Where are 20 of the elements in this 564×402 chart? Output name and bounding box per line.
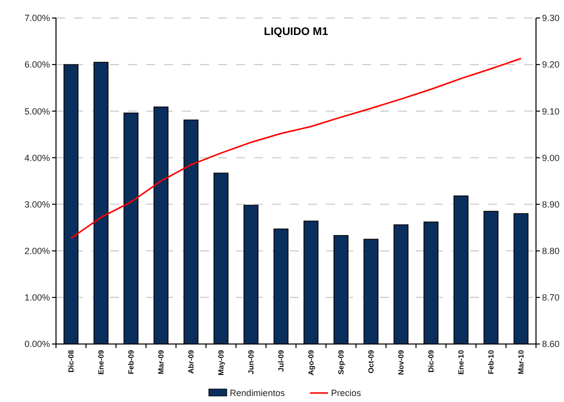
y-tick-label: 4.00% <box>24 152 50 163</box>
legend-label: Rendimientos <box>230 388 286 398</box>
y-tick-label: 1.00% <box>24 292 50 303</box>
y2-tick-label: 8.90 <box>542 199 560 210</box>
line-series <box>70 58 522 240</box>
y-tick-label: 7.00% <box>24 13 50 24</box>
legend-label: Precios <box>331 388 362 398</box>
y2-tick-label: 8.70 <box>542 292 560 303</box>
y2-tick-label: 9.00 <box>542 152 560 163</box>
text: LIQUIDO M1 <box>264 26 328 38</box>
y-tick-label: 5.00% <box>24 106 50 116</box>
y-tick-label: 2.00% <box>24 246 50 256</box>
y-tick-label: 0.00% <box>24 339 50 350</box>
y2-tick-label: 8.80 <box>542 246 560 256</box>
y2-tick-label: 9.30 <box>542 13 560 24</box>
y-tick-label: 6.00% <box>24 60 50 70</box>
y-tick-label: 3.00% <box>24 199 50 210</box>
y2-tick-label: 8.60 <box>542 339 560 350</box>
y2-tick-label: 9.20 <box>542 60 560 70</box>
y2-tick-label: 9.10 <box>542 106 560 116</box>
